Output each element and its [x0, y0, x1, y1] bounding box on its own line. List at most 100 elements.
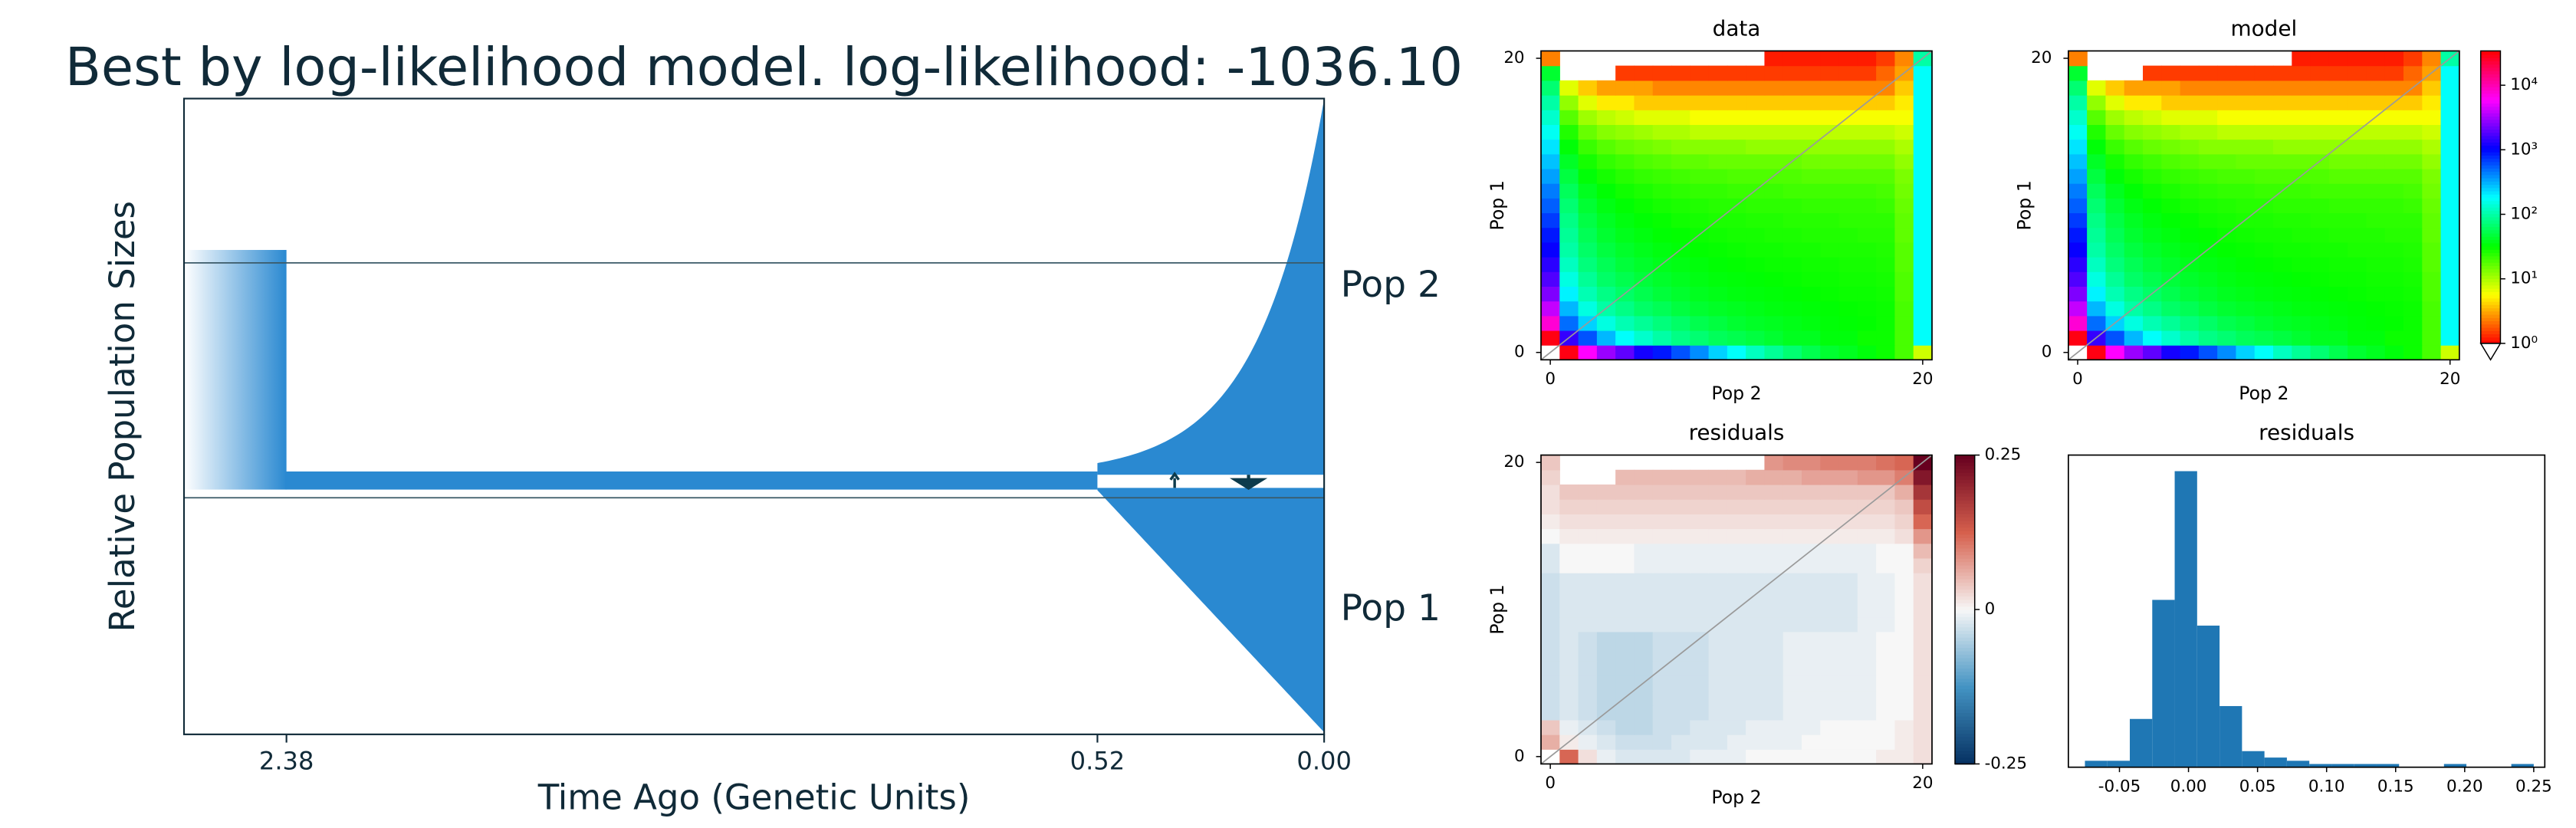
- heatmap-cell: [2068, 80, 2088, 96]
- heatmap-cell: [1783, 286, 1802, 302]
- heatmap-cell: [1615, 484, 1635, 500]
- heatmap-cell: [1783, 242, 1802, 258]
- heatmap-cell: [1634, 183, 1654, 199]
- colorbar-segment: [2480, 242, 2501, 247]
- plot-frame: [2068, 50, 2460, 361]
- heatmap-cell: [2143, 257, 2162, 272]
- heatmap-cell: [1634, 557, 1654, 573]
- heatmap-cell: [1596, 153, 1616, 169]
- heatmap-cell: [1857, 749, 1877, 765]
- x-axis-label: Time Ago (Genetic Units): [537, 777, 971, 818]
- heatmap-cell: [1690, 153, 1710, 169]
- colorbar-segment: [1955, 458, 1975, 463]
- heatmap-cell: [2310, 94, 2330, 110]
- heatmap-cell: [1559, 543, 1579, 559]
- heatmap-cell: [1894, 514, 1914, 530]
- heatmap-cell: [1764, 286, 1784, 302]
- heatmap-cell: [1727, 110, 1746, 125]
- heatmap-cell: [2366, 315, 2386, 331]
- heatmap-cell: [1857, 80, 1877, 96]
- population: [1097, 99, 1325, 475]
- heatmap-cell: [2217, 168, 2237, 184]
- colorbar-segment: [1955, 554, 1975, 559]
- heatmap-cell: [1746, 168, 1766, 184]
- heatmap-cell: [1802, 94, 1821, 110]
- heatmap-cell: [1913, 286, 1933, 302]
- heatmap-cell: [1541, 734, 1560, 750]
- heatmap-cell: [1634, 514, 1654, 530]
- colorbar-segment: [1955, 510, 1975, 514]
- heatmap-cell: [1746, 345, 1766, 360]
- heatmap-cell: [1857, 124, 1877, 140]
- heatmap-cell: [1876, 705, 1896, 721]
- heatmap-cell: [1764, 315, 1784, 331]
- heatmap-cell: [1746, 153, 1766, 169]
- heatmap-cell: [1671, 124, 1691, 140]
- heatmap-cell: [2254, 94, 2274, 110]
- heatmap-cell: [2384, 198, 2404, 214]
- x-tick-label: 0: [2072, 370, 2083, 389]
- heatmap-cell: [1913, 183, 1933, 199]
- heatmap-cell: [1652, 484, 1672, 500]
- heatmap-cell: [1838, 153, 1858, 169]
- heatmap-cell: [1820, 602, 1840, 618]
- heatmap-cell: [1820, 51, 1840, 67]
- heatmap-cell: [1894, 301, 1914, 317]
- heatmap-cell: [1559, 631, 1579, 647]
- heatmap-cell: [1802, 631, 1821, 647]
- heatmap-cell: [1690, 315, 1710, 331]
- heatmap-cell: [2422, 212, 2442, 228]
- heatmap-cell: [1690, 514, 1710, 530]
- heatmap-cell: [2310, 315, 2330, 331]
- colorbar-tick-label: 0.25: [1985, 445, 2022, 465]
- heatmap-cell: [1783, 661, 1802, 676]
- heatmap-cell: [2180, 271, 2200, 288]
- heatmap-cell: [1578, 705, 1598, 721]
- heatmap-cell: [1820, 616, 1840, 632]
- heatmap-cell: [2143, 183, 2162, 199]
- heatmap-cell: [2273, 286, 2292, 302]
- heatmap-cell: [2198, 80, 2218, 96]
- heatmap-cell: [1634, 499, 1654, 514]
- heatmap-cell: [1876, 301, 1896, 317]
- colorbar-segment: [2480, 87, 2501, 91]
- heatmap-cell: [1578, 514, 1598, 530]
- heatmap-cell: [1578, 499, 1598, 514]
- colorbar-segment: [2480, 265, 2501, 270]
- heatmap-cell: [1671, 80, 1691, 96]
- heatmap-cell: [1727, 257, 1746, 272]
- heatmap-cell: [1559, 242, 1579, 258]
- heatmap-cell: [2254, 257, 2274, 272]
- heatmap-cell: [2087, 227, 2107, 243]
- heatmap-cell: [1727, 345, 1746, 360]
- heatmap-cell: [2292, 330, 2312, 346]
- heatmap-cell: [1820, 198, 1840, 214]
- heatmap-cell: [2273, 65, 2292, 81]
- heatmap-cell: [1820, 183, 1840, 199]
- heatmap-cell: [1708, 168, 1728, 184]
- heatmap-cell: [2440, 183, 2460, 199]
- colorbar-segment: [2480, 258, 2501, 263]
- colorbar-segment: [1955, 513, 1975, 518]
- heatmap-cell: [2404, 242, 2423, 258]
- heatmap-cell: [2124, 257, 2144, 272]
- heatmap-cell: [2124, 212, 2144, 228]
- heatmap-cell: [2384, 124, 2404, 140]
- heatmap-cell: [1783, 124, 1802, 140]
- heatmap-cell: [1764, 183, 1784, 199]
- heatmap-cell: [1857, 514, 1877, 530]
- heatmap-cell: [1615, 557, 1635, 573]
- heatmap-cell: [2366, 198, 2386, 214]
- heatmap-cell: [1690, 139, 1710, 155]
- heatmap-cell: [1764, 469, 1784, 485]
- heatmap-cell: [1541, 257, 1560, 272]
- heatmap-cell: [1913, 573, 1933, 588]
- heatmap-cell: [1708, 330, 1728, 346]
- heatmap-cell: [1876, 139, 1896, 155]
- colorbar-segment: [1955, 668, 1975, 672]
- heatmap-cell: [2217, 212, 2237, 228]
- heatmap-cell: [1596, 587, 1616, 603]
- heatmap-cell: [2105, 168, 2125, 184]
- colorbar-segment: [1955, 571, 1975, 577]
- heatmap-cell: [1746, 661, 1766, 676]
